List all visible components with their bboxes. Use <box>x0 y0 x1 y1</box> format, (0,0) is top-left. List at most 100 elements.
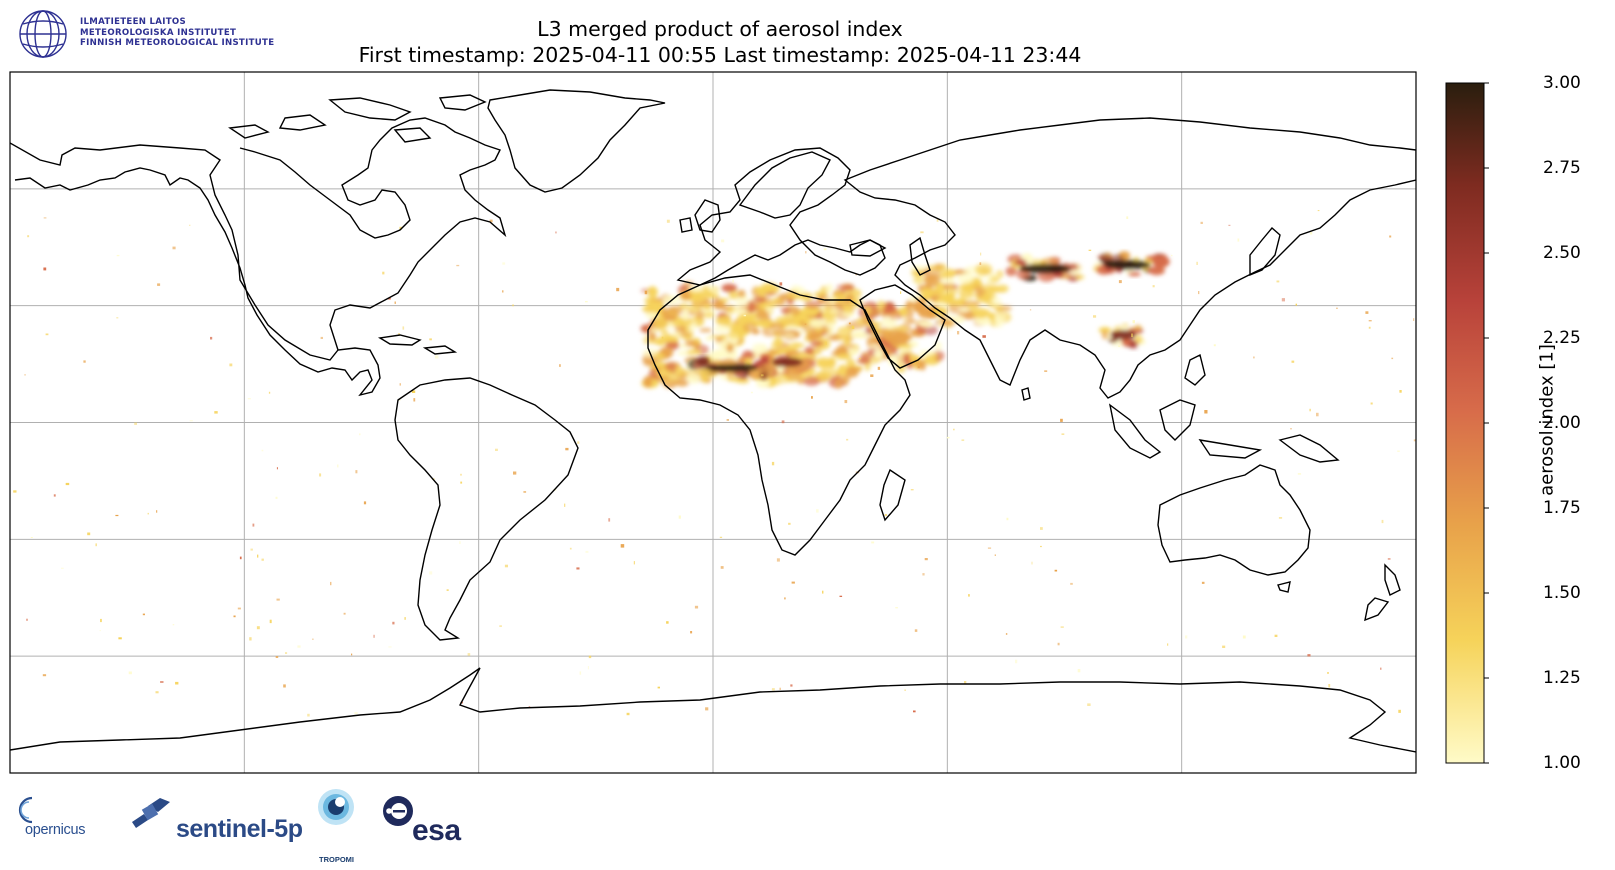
aerosol-speck <box>100 618 102 623</box>
aerosol-cell <box>787 342 805 349</box>
aerosol-speck <box>1126 216 1129 219</box>
aerosol-speck <box>917 366 920 369</box>
aerosol-speck <box>980 252 982 256</box>
aerosol-speck <box>394 301 396 304</box>
aerosol-speck <box>210 336 213 340</box>
aerosol-cell <box>912 276 926 284</box>
aerosol-cell <box>695 310 705 320</box>
title-line-2: First timestamp: 2025-04-11 00:55 Last t… <box>358 43 1082 67</box>
aerosol-speck <box>1381 519 1384 524</box>
aerosol-speck <box>99 630 101 632</box>
aerosol-cell <box>826 283 833 293</box>
aerosol-cell <box>756 309 770 321</box>
aerosol-speck <box>26 618 28 621</box>
aerosol-speck <box>307 713 310 717</box>
aerosol-cell <box>656 338 666 347</box>
aerosol-cell <box>797 352 809 359</box>
aerosol-core <box>771 357 803 367</box>
aerosol-speck <box>229 363 233 367</box>
aerosol-speck <box>585 301 588 303</box>
aerosol-speck <box>895 607 898 609</box>
aerosol-speck <box>411 390 416 393</box>
aerosol-speck <box>1200 221 1203 224</box>
fmi-line-1: ILMATIETEEN LAITOS <box>80 17 187 27</box>
aerosol-cell <box>649 297 661 308</box>
aerosol-cell <box>846 366 859 378</box>
aerosol-speck <box>156 510 158 513</box>
aerosol-speck <box>922 573 925 576</box>
aerosol-cell <box>663 315 677 321</box>
aerosol-speck <box>256 626 260 630</box>
coast-black-sea <box>849 239 887 257</box>
aerosol-speck <box>924 558 928 561</box>
aerosol-speck <box>1389 235 1392 238</box>
aerosol-speck <box>1413 439 1416 442</box>
aerosol-cell <box>934 341 942 351</box>
aerosol-cell <box>790 306 801 316</box>
sentinel-satellite-icon <box>132 798 170 828</box>
aerosol-speck <box>1132 320 1135 324</box>
aerosol-speck <box>239 556 242 560</box>
aerosol-speck <box>1167 643 1169 646</box>
aerosol-speck <box>1387 558 1391 560</box>
aerosol-speck <box>576 567 580 570</box>
aerosol-speck <box>587 666 589 670</box>
coast-new-zealand <box>1364 563 1401 622</box>
aerosol-speck <box>513 471 517 475</box>
aerosol-cell <box>836 315 849 320</box>
tropomi-wordmark: TROPOMI <box>319 855 354 864</box>
aerosol-speck <box>900 291 902 294</box>
coastlines <box>10 89 1416 753</box>
aerosol-speck <box>844 400 848 404</box>
aerosol-speck <box>1201 581 1205 584</box>
aerosol-cell <box>869 343 883 350</box>
aerosol-speck <box>1093 315 1097 318</box>
aerosol-speck <box>633 561 635 565</box>
aerosol-cell <box>946 284 954 289</box>
aerosol-speck <box>373 634 375 638</box>
aerosol-speck <box>343 612 346 615</box>
aerosol-speck <box>1317 210 1320 212</box>
aerosol-speck <box>434 355 439 359</box>
aerosol-speck <box>172 624 175 626</box>
aerosol-speck <box>116 317 119 319</box>
aerosol-cell <box>721 283 738 293</box>
aerosol-speck <box>1397 450 1400 452</box>
coast-caribbean <box>377 334 458 355</box>
aerosol-cell <box>898 306 908 317</box>
aerosol-speck <box>771 461 775 466</box>
aerosol-speck <box>626 712 630 716</box>
aerosol-cell <box>751 329 760 335</box>
aerosol-cell <box>724 322 741 328</box>
aerosol-cell <box>1018 259 1026 266</box>
aerosol-speck <box>953 428 955 431</box>
aerosol-speck <box>790 684 793 687</box>
aerosol-cell <box>940 278 955 284</box>
aerosol-cell <box>806 332 819 342</box>
aerosol-cell <box>837 364 848 376</box>
graticule <box>10 72 1416 773</box>
aerosol-speck <box>27 235 30 238</box>
aerosol-speck <box>399 383 401 386</box>
aerosol-cell <box>699 328 712 333</box>
fmi-logo <box>19 10 67 58</box>
coast-asia <box>843 117 1416 399</box>
colorbar-tick-label: 1.75 <box>1543 498 1581 518</box>
aerosol-speck <box>275 496 278 499</box>
aerosol-speck <box>275 656 279 658</box>
aerosol-cell <box>773 337 783 348</box>
aerosol-speck <box>694 605 699 609</box>
aerosol-speck <box>283 684 286 688</box>
aerosol-speck <box>1057 642 1060 646</box>
aerosol-speck <box>237 607 241 610</box>
aerosol-cell <box>804 300 822 309</box>
aerosol-speck <box>172 246 176 250</box>
aerosol-cell <box>975 318 992 326</box>
aerosol-speck <box>910 489 914 491</box>
aerosol-speck <box>1060 626 1064 628</box>
aerosol-speck <box>657 686 660 689</box>
aerosol-speck <box>620 544 625 548</box>
aerosol-speck <box>142 613 145 616</box>
aerosol-speck <box>160 681 164 683</box>
aerosol-cell <box>846 358 856 369</box>
